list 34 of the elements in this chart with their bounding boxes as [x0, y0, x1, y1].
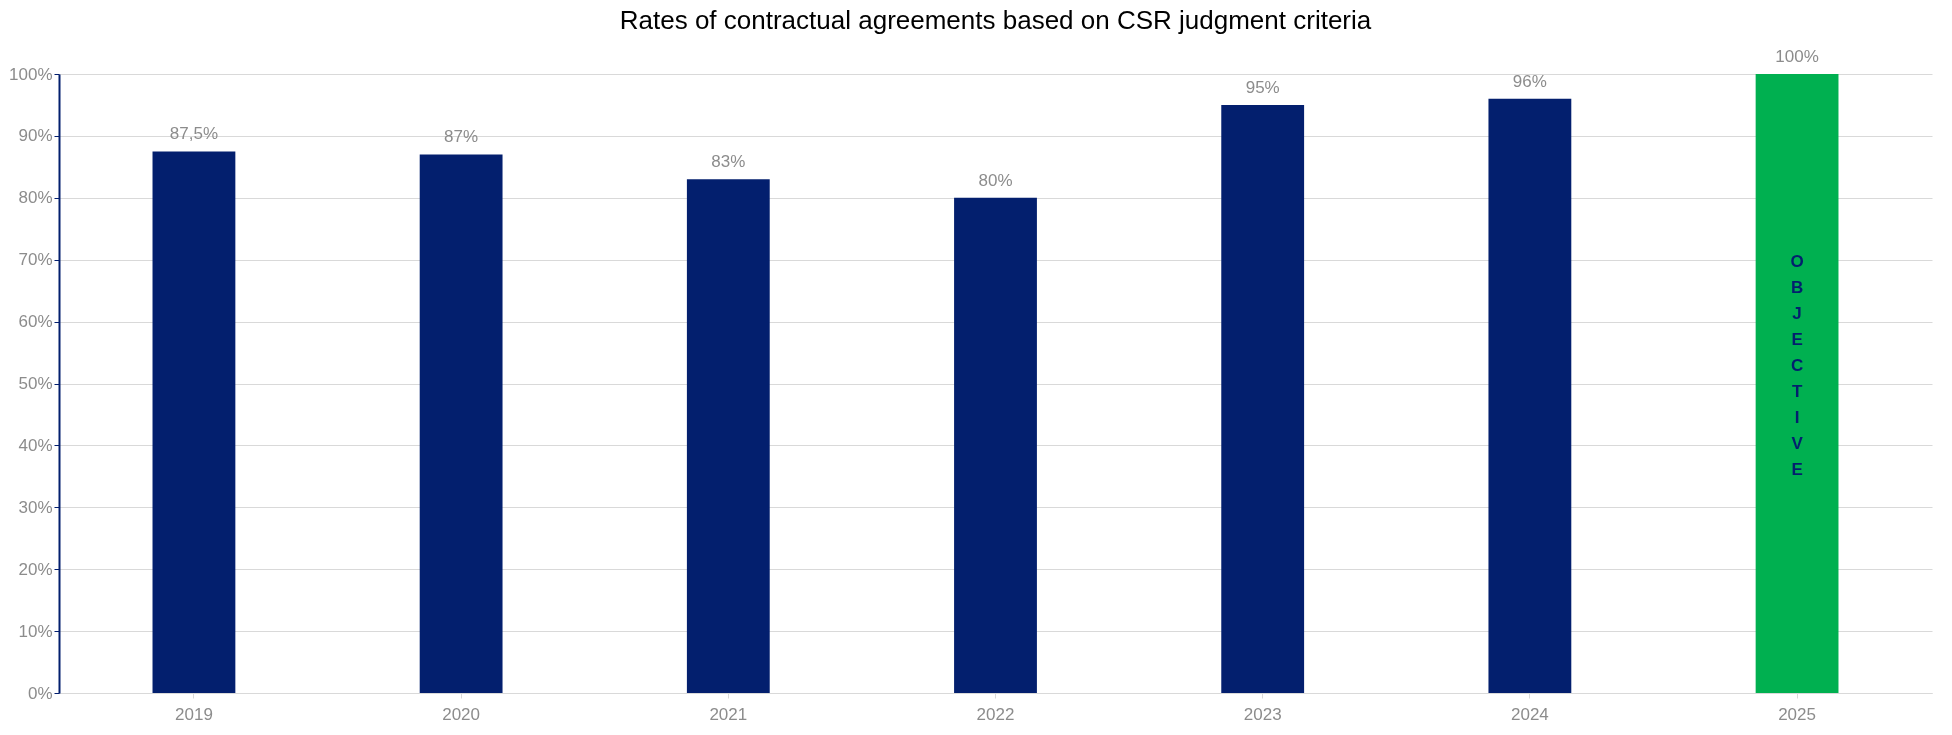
chart-title: Rates of contractual agreements based on CSR judgment criteria — [619, 5, 1372, 35]
data-label: 83% — [711, 152, 746, 172]
x-tick-label: 2024 — [1510, 704, 1549, 724]
y-tick-label: 80% — [18, 188, 53, 208]
y-tick-label: 10% — [18, 621, 53, 641]
y-tick-label: 70% — [18, 250, 53, 270]
bar — [1221, 104, 1305, 693]
text: OBJECTIVE — [1790, 252, 1804, 479]
data-label: 87,5% — [169, 124, 219, 144]
bar — [954, 197, 1037, 693]
data-label: 95% — [1245, 77, 1280, 97]
x-tick-label: 2019 — [175, 704, 213, 724]
y-tick-label: 100% — [9, 64, 53, 84]
y-tick-label: 40% — [18, 435, 53, 455]
x-tick-label: 2021 — [709, 704, 748, 724]
bar — [686, 179, 770, 693]
data-label: 80% — [978, 170, 1013, 190]
x-tick-label: 2022 — [976, 704, 1015, 724]
y-tick-label: 90% — [18, 126, 53, 146]
bar — [419, 154, 503, 693]
x-tick-label: 2020 — [442, 704, 481, 724]
y-tick-label: 30% — [18, 497, 53, 517]
data-label: 87% — [444, 127, 479, 147]
x-tick-label: 2023 — [1243, 704, 1282, 724]
y-tick-label: 60% — [18, 312, 53, 332]
data-label: 100% — [1775, 47, 1819, 66]
y-tick-label: 50% — [18, 374, 53, 393]
bar — [152, 151, 236, 693]
x-tick-label: 2025 — [1778, 704, 1816, 724]
bar — [1755, 74, 1839, 693]
y-tick-label: 0% — [27, 683, 53, 703]
data-label: 96% — [1512, 71, 1547, 91]
bar — [1488, 98, 1572, 693]
y-tick-label: 20% — [18, 559, 53, 579]
